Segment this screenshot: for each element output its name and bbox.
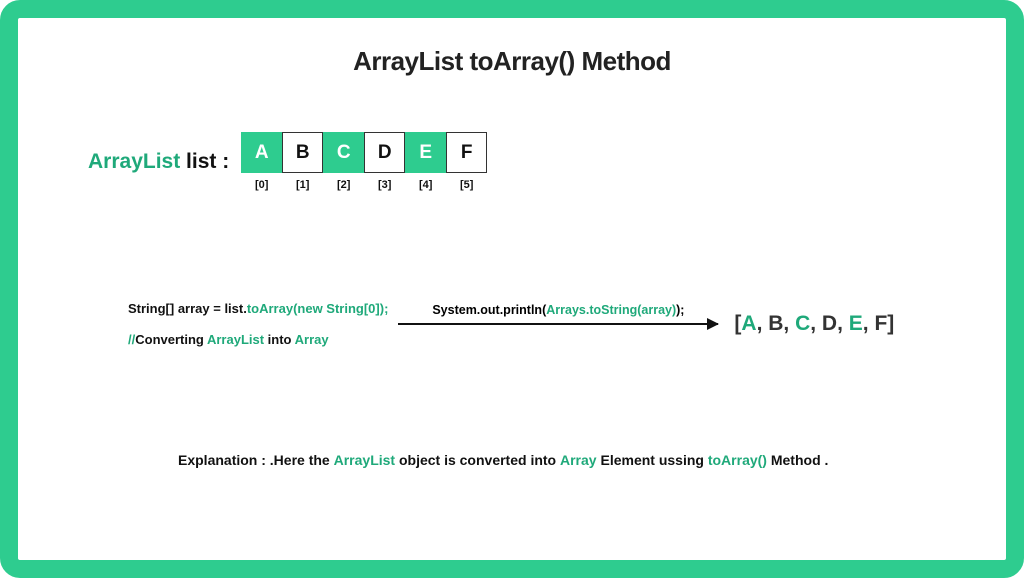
arrow-label: System.out.println(Arrays.toString(array… [432,303,684,317]
cell-wrap: F [5] [446,132,487,191]
exp-post: Method . [767,452,828,468]
array-index: [4] [419,179,432,191]
exp-label: Explanation : [178,452,270,468]
comment-mid1: Converting [135,332,207,347]
arraylist-label: ArrayList list : [88,150,229,174]
array-index: [1] [296,179,309,191]
comment-g1: ArrayList [207,332,264,347]
page-title: ArrayList toArray() Method [58,46,966,77]
code-comment: //Converting ArrayList into Array [128,332,388,347]
label-green: ArrayList [88,150,180,173]
array-cell: B [282,132,323,173]
exp-pre: .Here the [270,452,334,468]
array-cell: F [446,132,487,173]
arrow-green: Arrays.toString(array) [546,303,676,317]
explanation: Explanation : .Here the ArrayList object… [178,452,966,468]
array-index: [2] [337,179,350,191]
arrow-wrap: System.out.println(Arrays.toString(array… [398,323,718,325]
code-section: String[] array = list.toArray(new String… [128,301,966,347]
arrow-post: ); [676,303,684,317]
output-item: , F [863,312,888,335]
code-green: toArray(new String[0]); [247,301,389,316]
exp-g3: toArray() [708,452,767,468]
cell-wrap: B [1] [282,132,323,191]
array-index: [0] [255,179,268,191]
output-item: , D, [810,312,849,335]
exp-mid2: Element ussing [597,452,708,468]
cell-wrap: D [3] [364,132,405,191]
code-left: String[] array = list.toArray(new String… [128,301,388,347]
diagram-frame: ArrayList toArray() Method ArrayList lis… [0,0,1024,578]
output-item: A [741,312,756,335]
exp-g2: Array [560,452,597,468]
code-pre: String[] array = list. [128,301,247,316]
comment-mid2: into [264,332,295,347]
arrow-pre: System.out.println( [432,303,546,317]
output-item: C [795,312,810,335]
output-item: E [849,312,863,335]
comment-g2: Array [295,332,329,347]
code-line-1: String[] array = list.toArray(new String… [128,301,388,316]
arrow-icon [398,323,718,325]
array-cell: A [241,132,282,173]
output-item: , B, [757,312,796,335]
array-cell: E [405,132,446,173]
array-cells: A [0] B [1] C [2] D [3] E [4] F [5] [241,132,487,191]
output-array: [A, B, C, D, E, F] [734,312,894,336]
arraylist-row: ArrayList list : A [0] B [1] C [2] D [3] E [4] F [5… [88,132,966,191]
cell-wrap: C [2] [323,132,364,191]
exp-mid1: object is converted into [395,452,560,468]
label-black: list : [180,150,229,173]
array-index: [5] [460,179,473,191]
array-index: [3] [378,179,391,191]
exp-g1: ArrayList [334,452,395,468]
cell-wrap: A [0] [241,132,282,191]
array-cell: D [364,132,405,173]
array-cell: C [323,132,364,173]
cell-wrap: E [4] [405,132,446,191]
